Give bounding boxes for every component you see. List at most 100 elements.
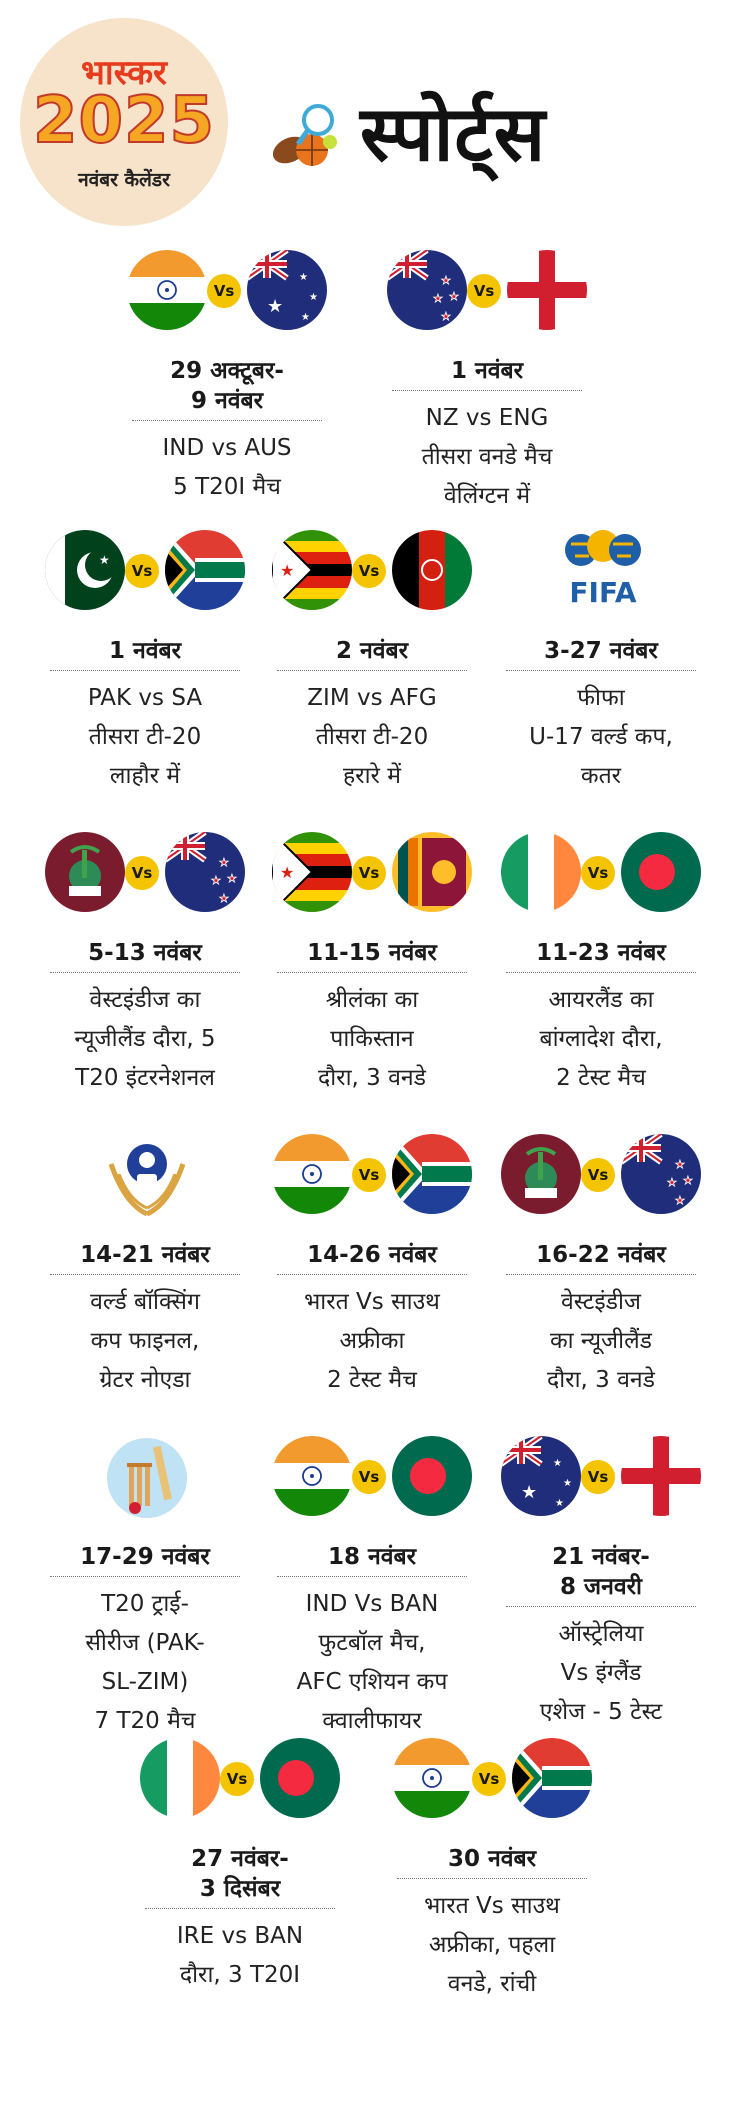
event-detail-line: U-17 वर्ल्ड कप, xyxy=(529,724,673,750)
matchup-graphic xyxy=(45,1134,245,1220)
svg-text:★: ★ xyxy=(449,290,459,303)
event-date: 29 अक्टूबर- 9 नवंबर xyxy=(170,358,284,414)
svg-text:★: ★ xyxy=(219,892,229,905)
event-date: 5-13 नवंबर xyxy=(88,940,202,966)
event-date: 18 नवंबर xyxy=(327,1544,417,1570)
event-detail-line: PAK vs SA xyxy=(87,685,203,711)
sports-balls-icon xyxy=(268,100,340,172)
event-detail-line: IRE vs BAN xyxy=(176,1923,304,1949)
vs-badge: Vs xyxy=(125,856,159,890)
event-date: 14-26 नवंबर xyxy=(307,1242,437,1268)
event-detail-line: हरारे में xyxy=(342,763,402,789)
event-date: 14-21 नवंबर xyxy=(80,1242,210,1268)
event-card: Vs 14-26 नवंबर भारत Vs साउथ अफ्रीका 2 टेस्ट … xyxy=(272,1134,472,1400)
svg-text:★: ★ xyxy=(309,292,318,303)
event-details: IND vs AUS 5 T20I मैच xyxy=(127,429,327,507)
matchup-graphic: Vs xyxy=(272,1134,472,1220)
australia-flag: ★ ★ ★ ★ xyxy=(501,1436,581,1516)
event-details: वेस्टइंडीज का न्यूजीलैंड दौरा, 3 वनडे xyxy=(501,1283,701,1400)
event-card: Vs ★ ★ ★ ★ 29 अक्टूबर- 9 नवंबर IND vs AUS 5 T20… xyxy=(127,250,327,507)
matchup-graphic: ★ ★ ★ ★ Vs xyxy=(387,250,587,336)
svg-text:★: ★ xyxy=(675,1194,685,1207)
vs-badge: Vs xyxy=(352,856,386,890)
matchup-graphic: ★ Vs xyxy=(45,530,245,616)
boxing-logo-icon xyxy=(105,1134,189,1218)
svg-text:★: ★ xyxy=(683,1174,693,1187)
event-date: 3-27 नवंबर xyxy=(544,638,658,664)
event-card: ★ ★ ★ ★ Vs 1 नवंबर NZ vs ENG तीसरा वनडे मैच वेलि… xyxy=(387,250,587,516)
zimbabwe-flag: ★ xyxy=(272,530,352,610)
event-details: IRE vs BAN दौरा, 3 T20I xyxy=(140,1917,340,1995)
svg-text:★: ★ xyxy=(433,292,443,305)
event-card: Vs 30 नवंबर भारत Vs साउथ अफ्रीका, पहला वनडे,… xyxy=(392,1738,592,2004)
event-detail-line: Vs इंग्लैंड xyxy=(560,1660,642,1686)
event-detail-line: अफ्रीका xyxy=(339,1328,405,1354)
sri-lanka-flag xyxy=(392,832,472,912)
svg-text:★: ★ xyxy=(563,1478,572,1489)
event-detail-line: 5 T20I मैच xyxy=(173,474,281,500)
header: भास्कर 2025 नवंबर कैलेंडर स्पोर्ट्स xyxy=(0,0,730,240)
event-detail-line: तीसरा टी-20 xyxy=(315,724,429,750)
divider xyxy=(506,972,696,973)
divider xyxy=(277,972,467,973)
vs-badge: Vs xyxy=(581,1460,615,1494)
event-detail-line: फीफा xyxy=(577,685,625,711)
event-detail-line: AFC एशियन कप xyxy=(296,1669,448,1695)
event-card: Vs 11-23 नवंबर आयरलैंड का बांग्लादेश दौरा, 2… xyxy=(501,832,701,1098)
event-detail-line: दौरा, 3 T20I xyxy=(179,1962,301,1988)
svg-text:★: ★ xyxy=(301,312,310,323)
matchup-graphic: Vs xyxy=(272,1436,472,1522)
bangladesh-flag xyxy=(392,1436,472,1516)
event-details: भारत Vs साउथ अफ्रीका, पहला वनडे, रांची xyxy=(392,1887,592,2004)
matchup-graphic: Vs xyxy=(140,1738,340,1824)
event-card: FIFA 3-27 नवंबर फीफा U-17 वर्ल्ड कप, कतर xyxy=(501,530,701,796)
divider xyxy=(397,1878,587,1879)
event-detail-line: सीरीज (PAK- xyxy=(85,1630,205,1656)
west-indies-flag xyxy=(45,832,125,912)
svg-text:★: ★ xyxy=(280,863,294,882)
event-details: PAK vs SA तीसरा टी-20 लाहौर में xyxy=(45,679,245,796)
event-details: ZIM vs AFG तीसरा टी-20 हरारे में xyxy=(272,679,472,796)
new-zealand-flag: ★ ★ ★ ★ xyxy=(621,1134,701,1214)
event-detail-line: दौरा, 3 वनडे xyxy=(318,1065,426,1091)
event-detail-line: वेलिंग्टन में xyxy=(443,483,531,509)
event-detail-line: बांग्लादेश दौरा, xyxy=(539,1026,663,1052)
event-detail-line: अफ्रीका, पहला xyxy=(428,1932,556,1958)
event-detail-line: भारत Vs साउथ xyxy=(304,1289,440,1315)
event-detail-line: दौरा, 3 वनडे xyxy=(547,1367,655,1393)
vs-badge: Vs xyxy=(207,274,241,308)
logo-subtitle: नवंबर कैलेंडर xyxy=(78,169,170,191)
svg-text:★: ★ xyxy=(219,856,229,869)
event-detail-line: वर्ल्ड बॉक्सिंग xyxy=(90,1289,200,1315)
england-flag xyxy=(507,250,587,330)
svg-text:★: ★ xyxy=(99,553,110,567)
event-date: 17-29 नवंबर xyxy=(80,1544,210,1570)
event-date: 27 नवंबर- 3 दिसंबर xyxy=(191,1846,289,1902)
svg-text:★: ★ xyxy=(441,274,451,287)
event-detail-line: T20 ट्राई- xyxy=(101,1591,189,1617)
event-detail-line: IND Vs BAN xyxy=(305,1591,439,1617)
svg-text:★: ★ xyxy=(555,1498,564,1509)
matchup-graphic: FIFA xyxy=(501,530,701,616)
event-details: T20 ट्राई- सीरीज (PAK- SL-ZIM) 7 T20 मैच xyxy=(45,1585,245,1741)
event-detail-line: T20 इंटरनेशनल xyxy=(75,1065,215,1091)
event-detail-line: न्यूजीलैंड दौरा, 5 xyxy=(74,1026,216,1052)
matchup-graphic: Vs ★ ★ ★ ★ xyxy=(501,1134,701,1220)
event-card: Vs 27 नवंबर- 3 दिसंबर IRE vs BAN दौरा, 3 T2… xyxy=(140,1738,340,1995)
event-detail-line: तीसरा टी-20 xyxy=(88,724,202,750)
event-detail-line: भारत Vs साउथ xyxy=(424,1893,560,1919)
south-africa-flag xyxy=(392,1134,472,1214)
matchup-graphic: ★ Vs xyxy=(272,530,472,616)
matchup-graphic: Vs ★ ★ ★ ★ xyxy=(127,250,327,336)
event-detail-line: वनडे, रांची xyxy=(447,1971,537,1997)
event-date: 30 नवंबर xyxy=(447,1846,537,1872)
india-flag xyxy=(392,1738,472,1818)
event-card: 17-29 नवंबर T20 ट्राई- सीरीज (PAK- SL-ZIM) 7… xyxy=(45,1436,245,1741)
fifa-logo-icon: FIFA xyxy=(561,530,645,614)
svg-text:★: ★ xyxy=(211,874,221,887)
event-detail-line: कप फाइनल, xyxy=(90,1328,200,1354)
event-detail-line: तीसरा वनडे मैच xyxy=(421,444,553,470)
event-date: 1 नवंबर xyxy=(450,358,524,384)
divider xyxy=(506,1606,696,1607)
vs-badge: Vs xyxy=(125,554,159,588)
